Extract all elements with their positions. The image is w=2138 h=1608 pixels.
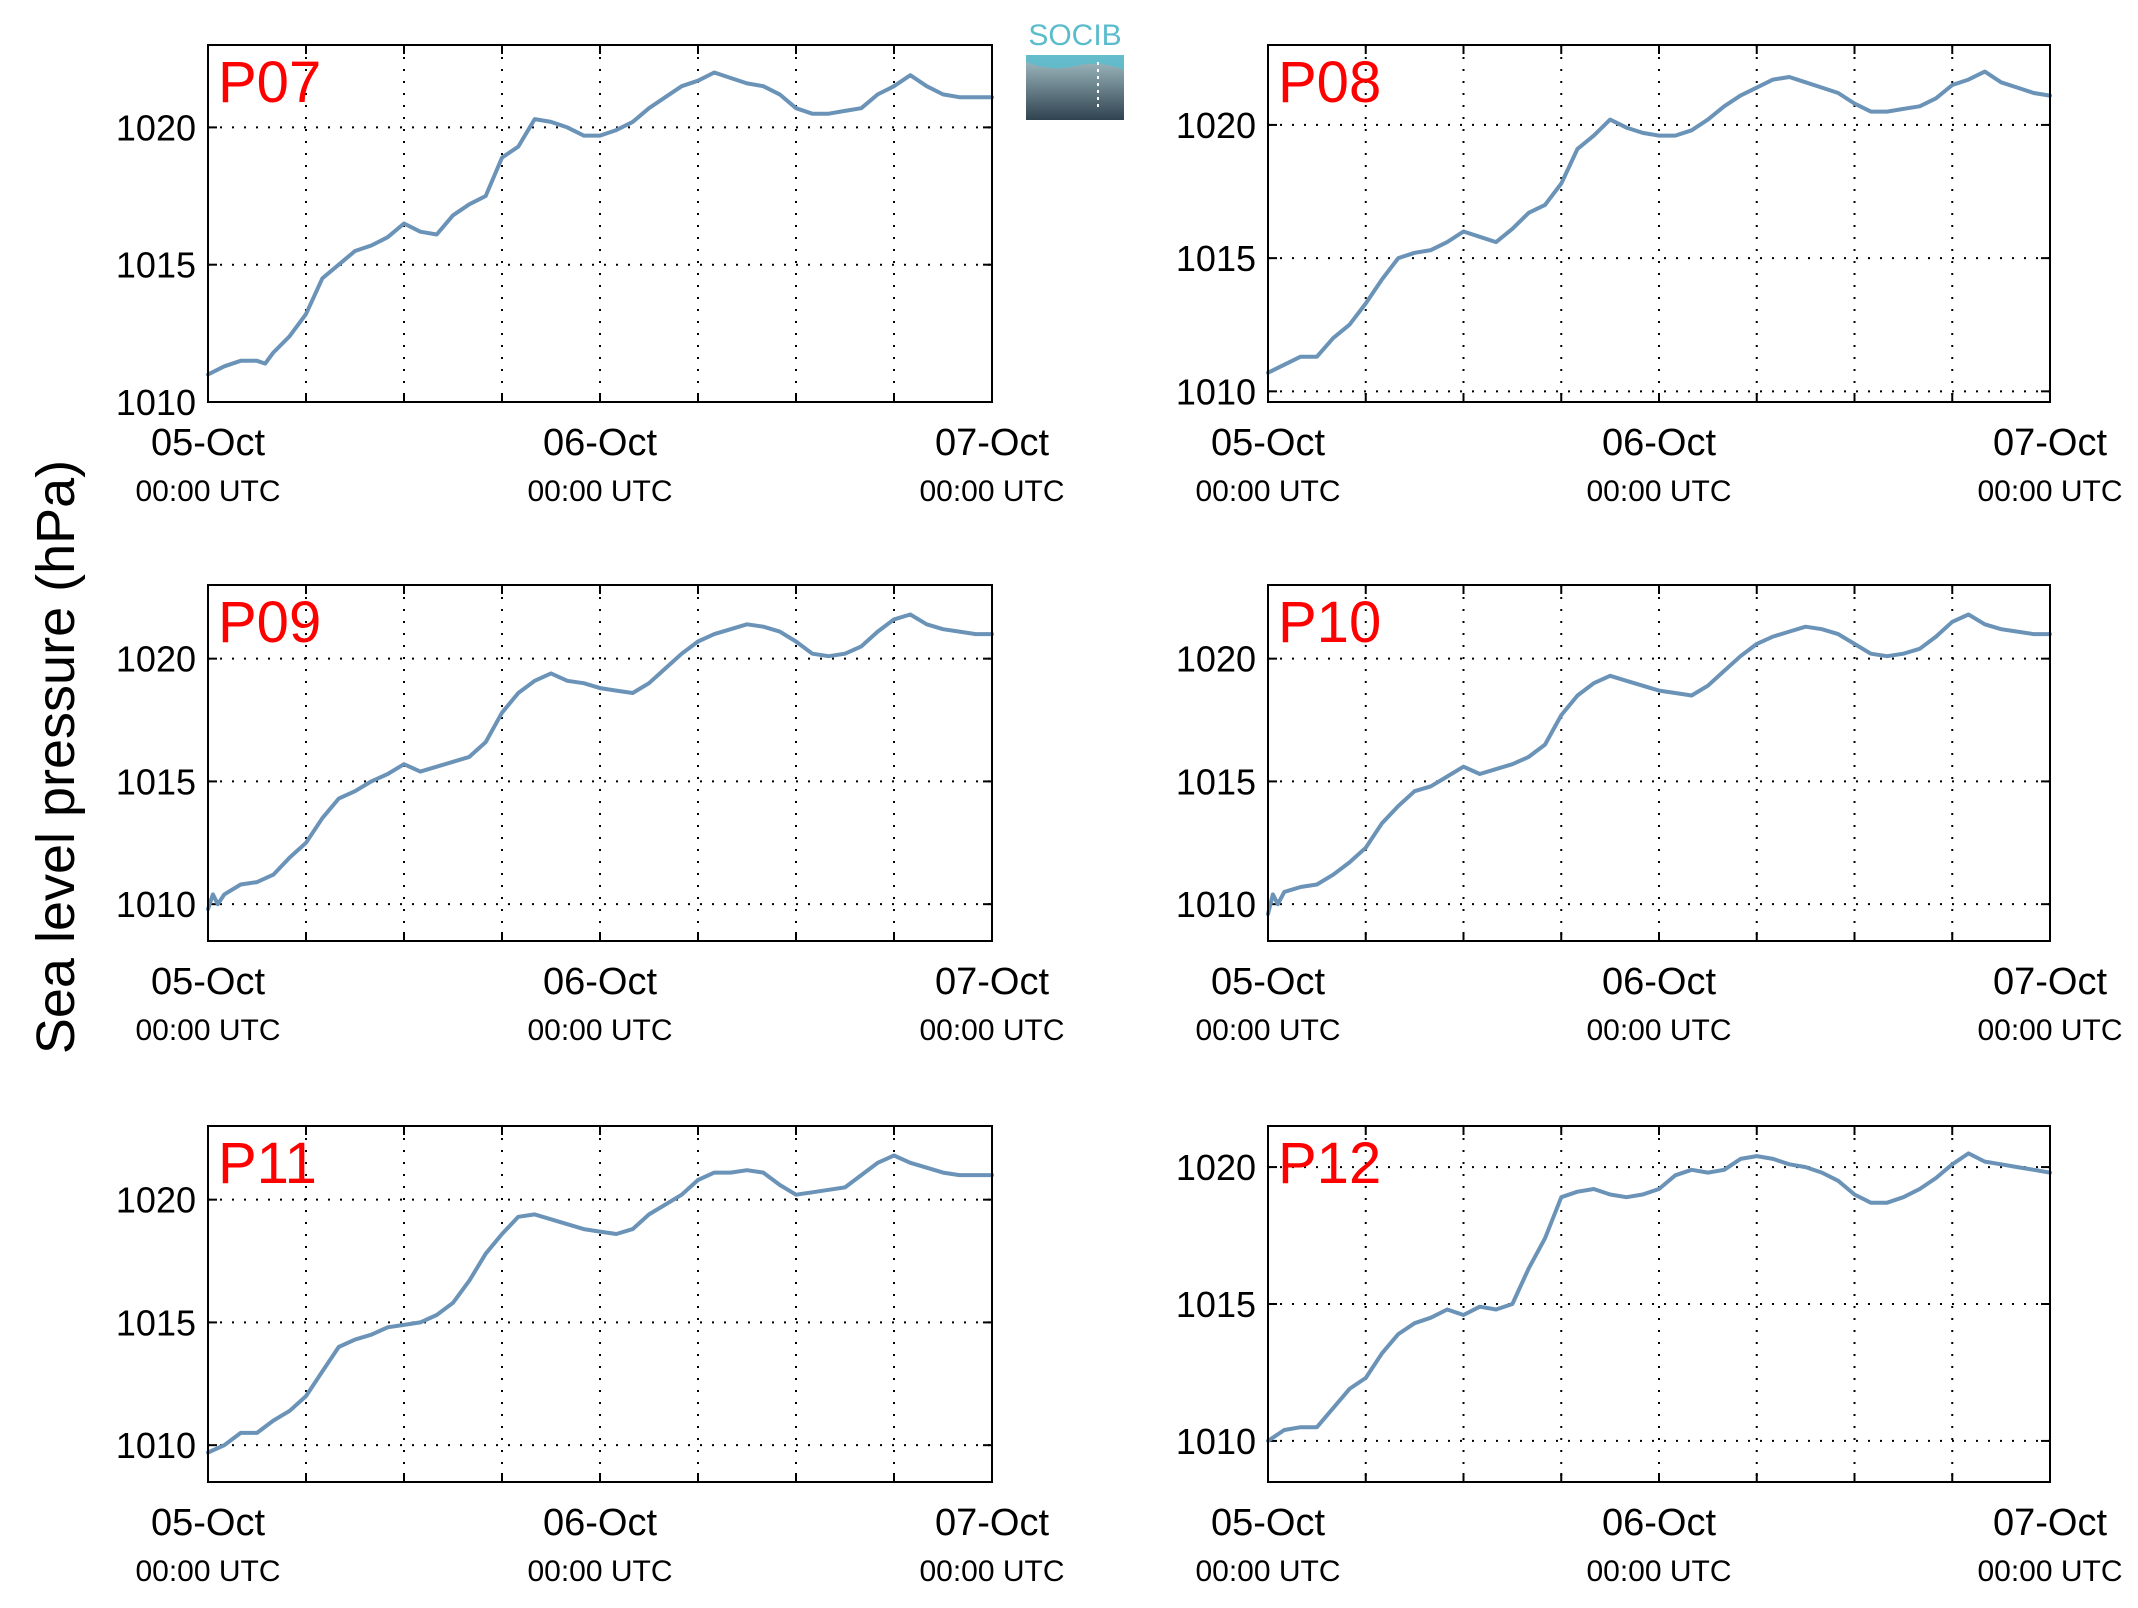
y-tick-label: 1010 xyxy=(1176,1421,1256,1462)
series-line xyxy=(1266,1151,2052,1443)
x-tick-label-time: 00:00 UTC xyxy=(135,475,280,508)
axes-frame xyxy=(207,44,993,403)
y-tick-label: 1020 xyxy=(1176,1147,1256,1188)
y-tick-label: 1015 xyxy=(116,761,196,802)
y-tick-label: 1015 xyxy=(1176,1284,1256,1325)
y-tick-label: 1015 xyxy=(116,1302,196,1343)
panel-label: P08 xyxy=(1278,50,1381,115)
x-tick-label-date: 07-Oct xyxy=(935,422,1049,464)
y-tick-label: 1020 xyxy=(1176,639,1256,680)
x-tick-label-time: 00:00 UTC xyxy=(1586,1555,1731,1588)
panel-p12: 1010 1015 1020 05-Oct 00:00 UTC 06-Oct 00:00 U… xyxy=(1176,1125,2123,1588)
series-line xyxy=(1266,612,2052,916)
y-tick-label: 1020 xyxy=(116,1180,196,1221)
socib-logo: SOCIB xyxy=(1026,19,1124,120)
x-tick-label-date: 07-Oct xyxy=(1993,961,2107,1003)
panels: 1010 1015 1020 05-Oct 00:00 UTC 06-Oct 00:00 U… xyxy=(116,44,2123,1588)
x-tick-label-time: 00:00 UTC xyxy=(527,1014,672,1047)
x-tick-label-date: 07-Oct xyxy=(1993,422,2107,464)
x-tick-label-time: 00:00 UTC xyxy=(1586,1014,1731,1047)
x-tick-label-date: 06-Oct xyxy=(543,422,657,464)
panel-p08: 1010 1015 1020 05-Oct 00:00 UTC 06-Oct 00:00 U… xyxy=(1176,44,2123,508)
series-line xyxy=(1266,69,2052,375)
panel-label: P10 xyxy=(1278,590,1381,655)
y-axis-label: Sea level pressure (hPa) xyxy=(26,460,86,1054)
x-tick-label-date: 05-Oct xyxy=(1211,422,1325,464)
panel-label: P11 xyxy=(218,1131,317,1196)
x-tick-label-time: 00:00 UTC xyxy=(919,1014,1064,1047)
panel-p07: 1010 1015 1020 05-Oct 00:00 UTC 06-Oct 00:00 U… xyxy=(116,44,1065,508)
logo-text: SOCIB xyxy=(1028,19,1121,52)
x-tick-label-time: 00:00 UTC xyxy=(919,1555,1064,1588)
x-tick-label-time: 00:00 UTC xyxy=(1586,475,1731,508)
x-tick-label-date: 07-Oct xyxy=(935,961,1049,1003)
x-tick-label-date: 07-Oct xyxy=(935,1502,1049,1544)
axes-frame xyxy=(1267,44,2051,403)
x-tick-label-time: 00:00 UTC xyxy=(1977,1555,2122,1588)
x-tick-label-date: 06-Oct xyxy=(1602,961,1716,1003)
y-tick-label: 1010 xyxy=(116,884,196,925)
series-line xyxy=(206,612,994,912)
panel-label: P07 xyxy=(218,50,321,115)
axes-frame xyxy=(207,1125,993,1483)
axes-frame xyxy=(1267,1125,2051,1483)
panel-label: P12 xyxy=(1278,1131,1381,1196)
panel-p10: 1010 1015 1020 05-Oct 00:00 UTC 06-Oct 00:00 U… xyxy=(1176,584,2123,1047)
x-tick-label-time: 00:00 UTC xyxy=(527,475,672,508)
series-line xyxy=(206,1153,994,1455)
x-tick-label-time: 00:00 UTC xyxy=(1195,1014,1340,1047)
x-tick-label-date: 05-Oct xyxy=(151,422,265,464)
axes-frame xyxy=(207,584,993,942)
x-tick-label-time: 00:00 UTC xyxy=(919,475,1064,508)
x-tick-label-date: 05-Oct xyxy=(1211,1502,1325,1544)
x-tick-label-time: 00:00 UTC xyxy=(135,1014,280,1047)
y-tick-label: 1015 xyxy=(1176,238,1256,279)
y-tick-label: 1010 xyxy=(1176,884,1256,925)
y-tick-label: 1015 xyxy=(1176,761,1256,802)
x-tick-label-time: 00:00 UTC xyxy=(527,1555,672,1588)
x-tick-label-time: 00:00 UTC xyxy=(1195,475,1340,508)
y-tick-label: 1020 xyxy=(1176,105,1256,146)
x-tick-label-time: 00:00 UTC xyxy=(1977,1014,2122,1047)
x-tick-label-time: 00:00 UTC xyxy=(1977,475,2122,508)
x-tick-label-date: 05-Oct xyxy=(1211,961,1325,1003)
x-tick-label-date: 06-Oct xyxy=(1602,422,1716,464)
x-tick-label-date: 05-Oct xyxy=(151,961,265,1003)
x-tick-label-time: 00:00 UTC xyxy=(1195,1555,1340,1588)
logo-wave xyxy=(1026,55,1124,70)
y-tick-label: 1020 xyxy=(116,107,196,148)
x-tick-label-date: 06-Oct xyxy=(543,1502,657,1544)
y-tick-label: 1010 xyxy=(116,382,196,423)
x-tick-label-date: 06-Oct xyxy=(543,961,657,1003)
y-tick-label: 1010 xyxy=(1176,371,1256,412)
axes-frame xyxy=(1267,584,2051,942)
x-tick-label-date: 06-Oct xyxy=(1602,1502,1716,1544)
y-tick-label: 1020 xyxy=(116,639,196,680)
x-tick-label-date: 07-Oct xyxy=(1993,1502,2107,1544)
series-line xyxy=(206,70,994,377)
panel-label: P09 xyxy=(218,590,321,655)
panel-p09: 1010 1015 1020 05-Oct 00:00 UTC 06-Oct 00:00 U… xyxy=(116,584,1065,1047)
y-tick-label: 1010 xyxy=(116,1425,196,1466)
panel-p11: 1010 1015 1020 05-Oct 00:00 UTC 06-Oct 00:00 U… xyxy=(116,1125,1065,1588)
x-tick-label-date: 05-Oct xyxy=(151,1502,265,1544)
y-tick-label: 1015 xyxy=(116,245,196,286)
x-tick-label-time: 00:00 UTC xyxy=(135,1555,280,1588)
